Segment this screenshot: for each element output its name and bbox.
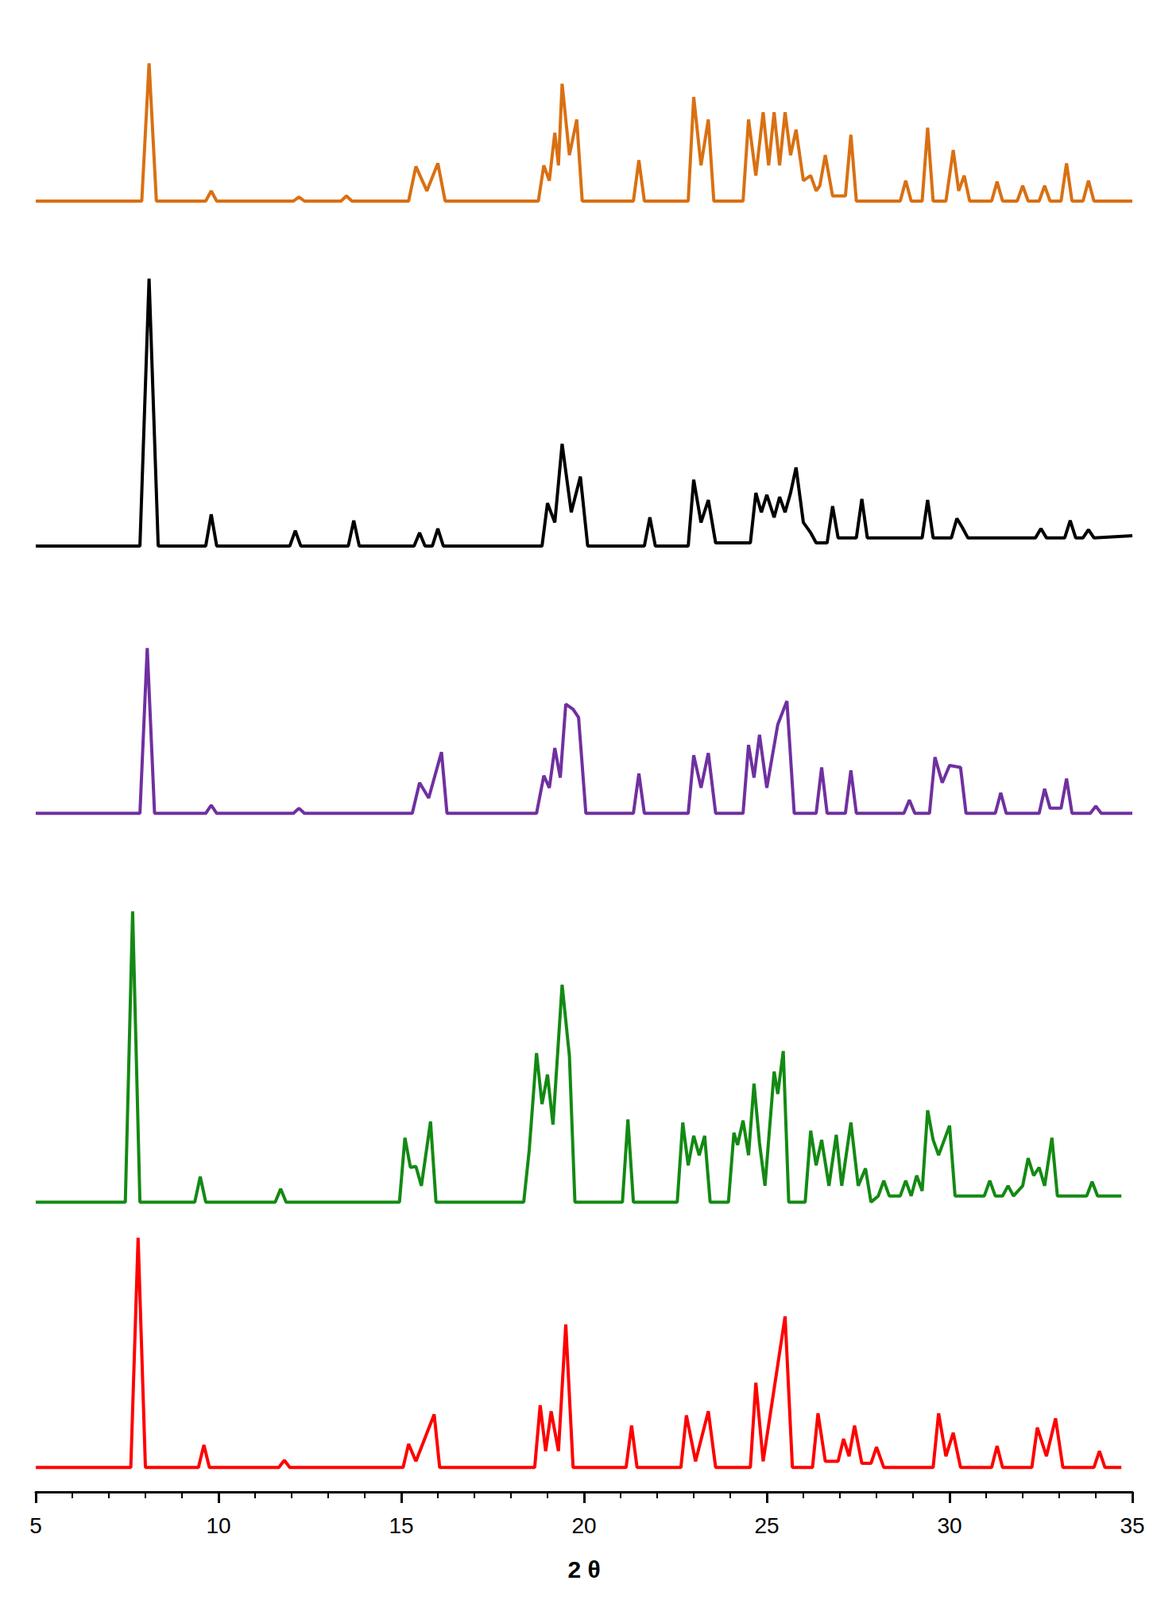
svg-text:20: 20 — [571, 1512, 596, 1538]
svg-text:2 θ: 2 θ — [567, 1555, 600, 1583]
svg-text:25: 25 — [754, 1512, 779, 1538]
svg-text:30: 30 — [936, 1512, 962, 1538]
svg-text:15: 15 — [388, 1512, 414, 1538]
svg-text:10: 10 — [205, 1512, 231, 1538]
svg-text:35: 35 — [1119, 1512, 1145, 1538]
svg-text:5: 5 — [29, 1512, 43, 1538]
